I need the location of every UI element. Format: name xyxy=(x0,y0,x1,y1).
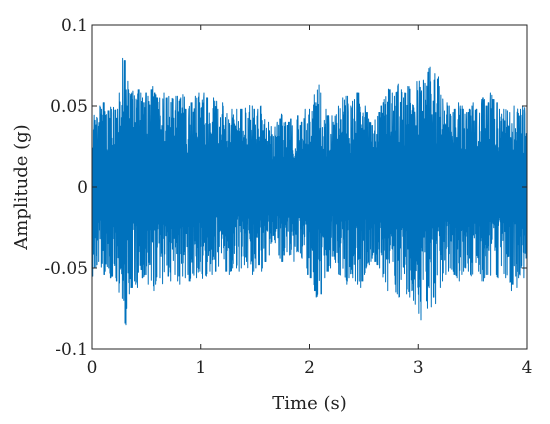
y-tick-label: 0.05 xyxy=(50,97,88,117)
signal-layer xyxy=(91,57,528,326)
x-tick-label: 4 xyxy=(522,358,533,378)
y-tick-label: 0.1 xyxy=(61,16,88,36)
signal-series-0 xyxy=(91,57,528,326)
y-tick-label: -0.1 xyxy=(55,340,88,360)
x-tick-label: 2 xyxy=(304,358,315,378)
x-axis-label: Time (s) xyxy=(272,393,347,414)
y-axis-label: Amplitude (g) xyxy=(11,124,32,250)
y-tick-label: 0 xyxy=(77,178,88,198)
x-tick-label: 1 xyxy=(195,358,206,378)
x-tick-label: 3 xyxy=(413,358,424,378)
axis-ticks: 0 1 2 3 4 0.1 0.05 0 -0.05 -0.1 xyxy=(44,16,532,378)
y-tick-label: -0.05 xyxy=(44,259,88,279)
x-tick-label: 0 xyxy=(87,358,98,378)
